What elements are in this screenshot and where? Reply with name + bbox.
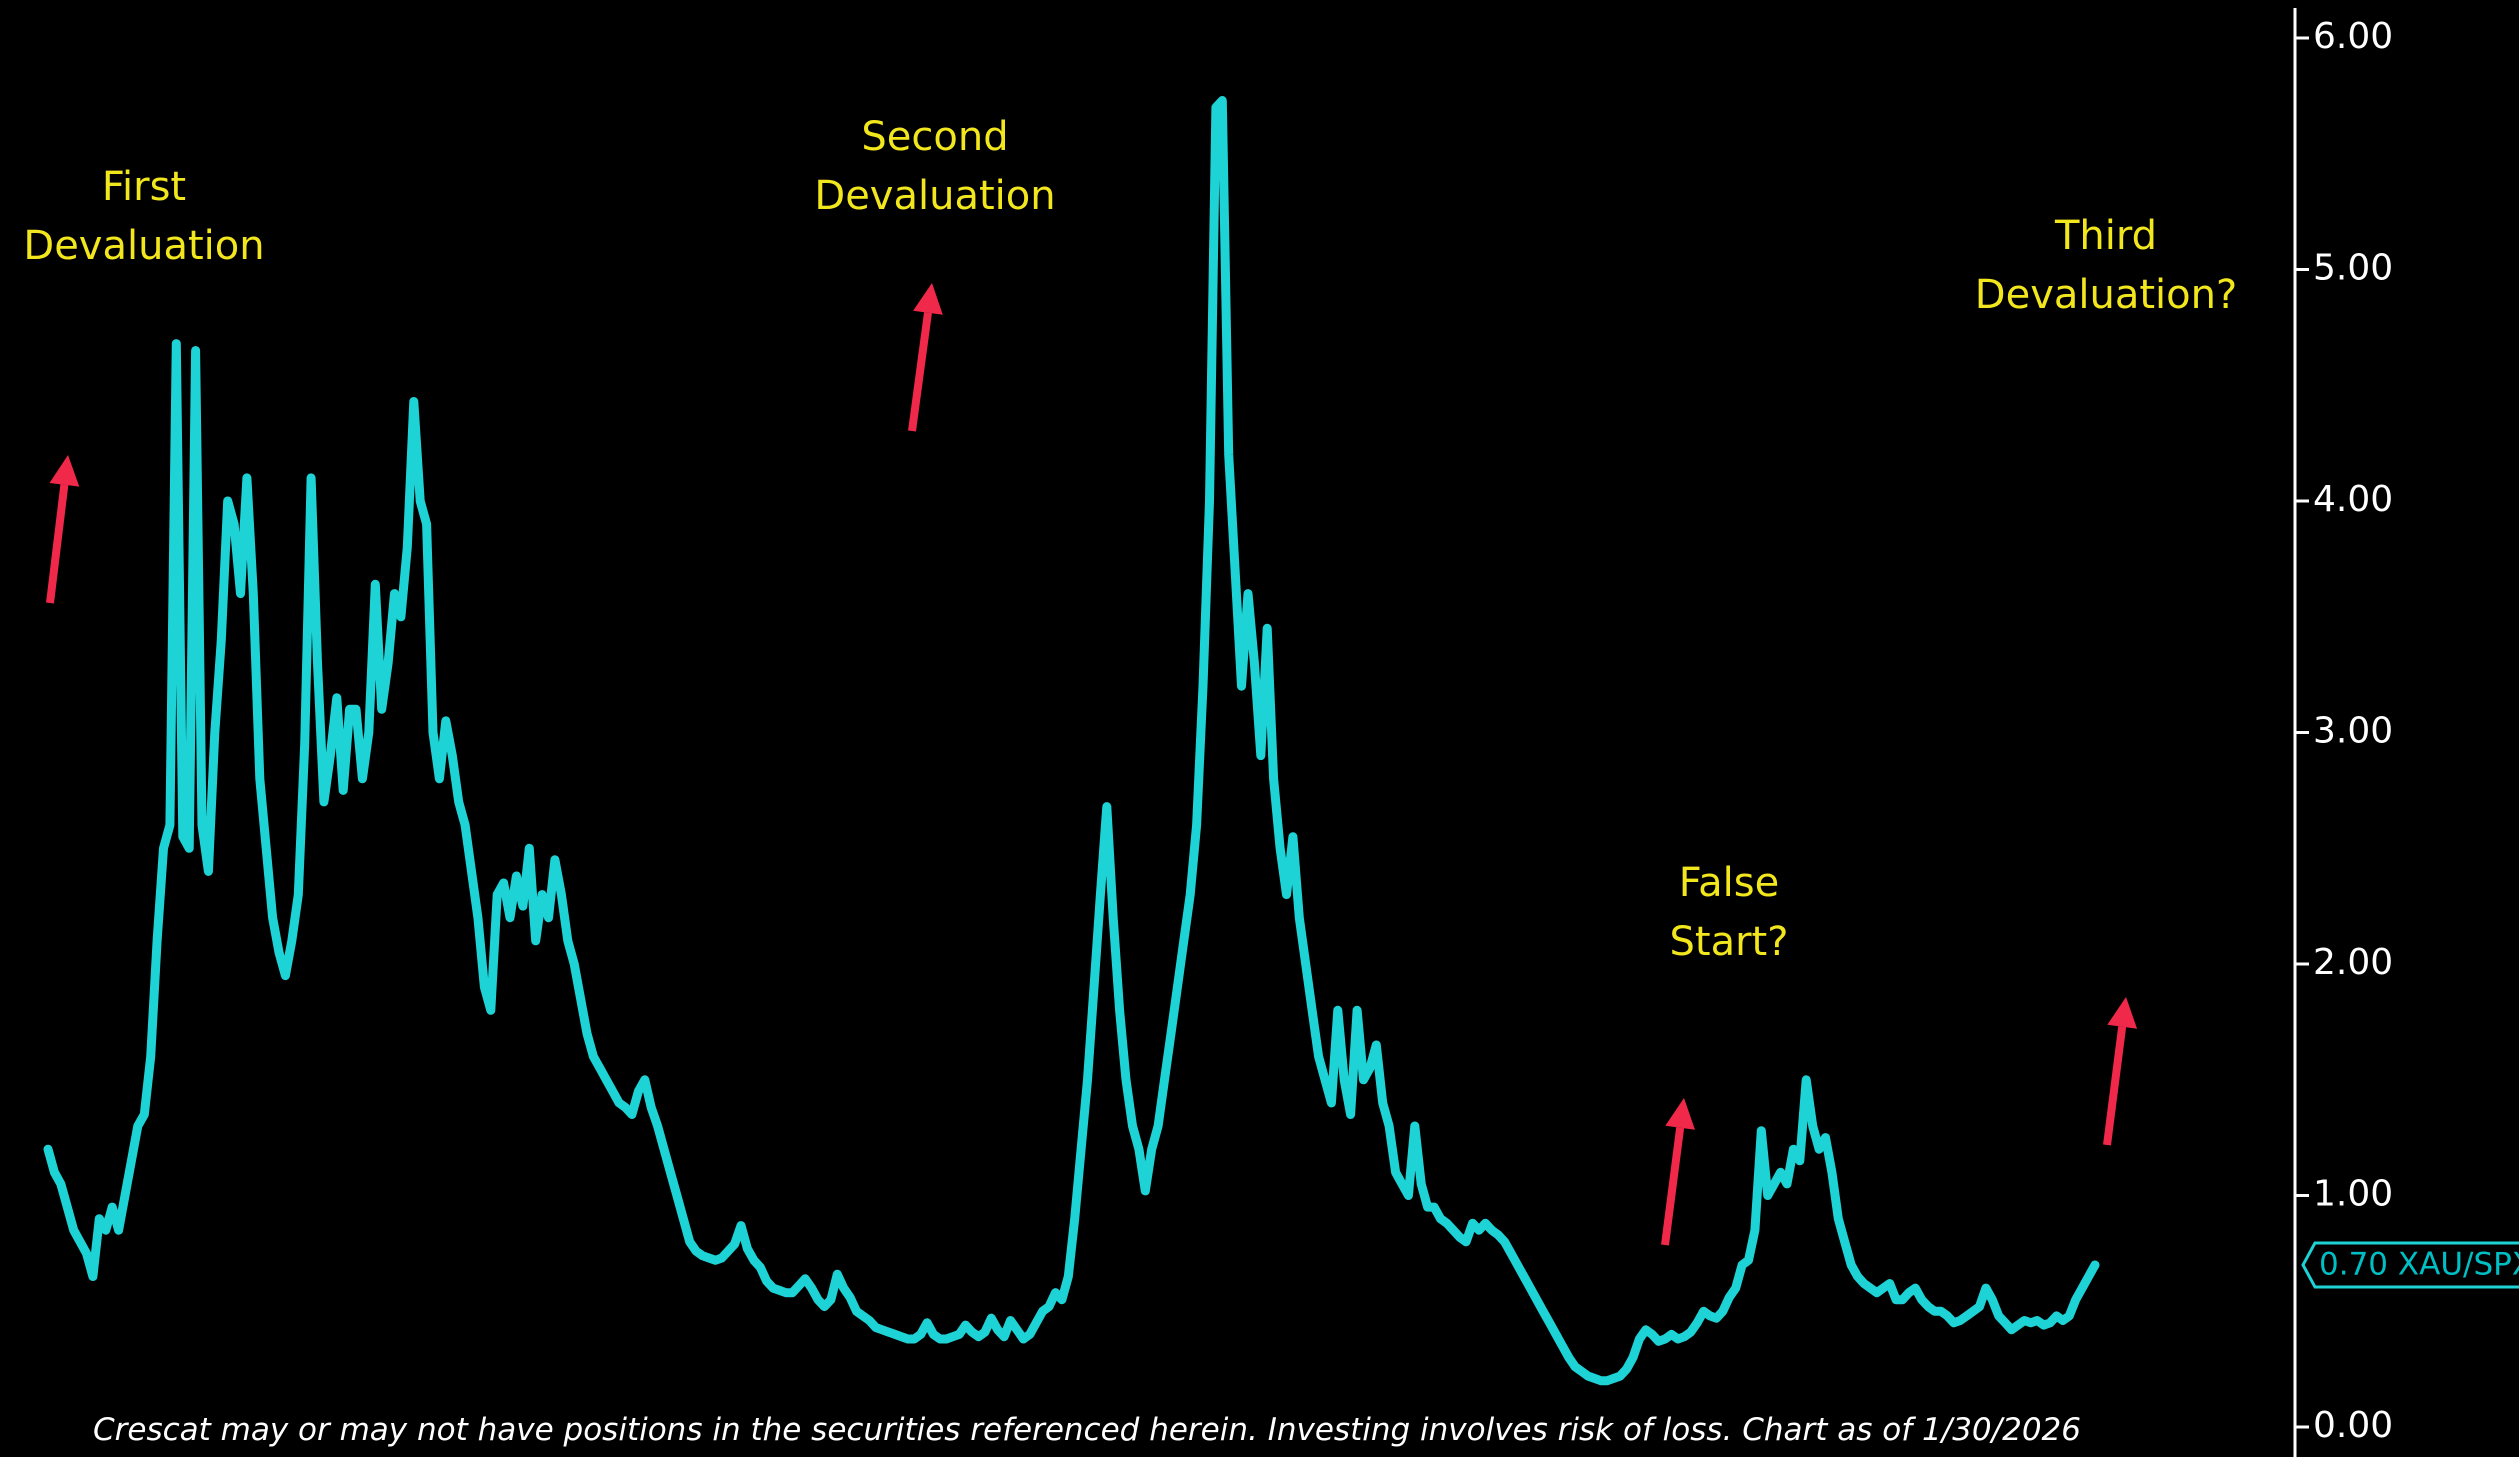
last-value-label: 0.70 XAU/SPX	[2319, 1246, 2519, 1282]
annotation-text: Start?	[1670, 919, 1789, 965]
y-tick-label: 1.00	[2313, 1174, 2393, 1215]
last-value-badge-box	[2301, 1241, 2519, 1289]
series-layer	[43, 96, 2100, 1386]
annotation-text: Devaluation?	[1975, 272, 2237, 318]
arrow-shaft	[908, 312, 932, 432]
y-tick-label: 3.00	[2313, 711, 2393, 752]
annotation-text: False	[1679, 860, 1779, 906]
arrow-head	[2107, 997, 2138, 1029]
y-tick-label: 4.00	[2313, 479, 2393, 520]
arrow-head	[49, 455, 80, 487]
y-tick-label: 6.00	[2313, 16, 2393, 57]
arrow-head	[1665, 1098, 1695, 1130]
y-axis: 6.00 5.00 4.00 3.00 2.00 1.00 0.00	[2293, 8, 2393, 1457]
last-value-badge: 0.70 XAU/SPX	[2301, 1241, 2519, 1289]
annotation-text: First	[102, 164, 186, 210]
y-tick-label: 5.00	[2313, 248, 2393, 289]
annotation-text: Devaluation	[814, 173, 1055, 219]
y-tick-label: 2.00	[2313, 942, 2393, 983]
series-line-xau-spx	[43, 96, 2100, 1386]
arrow-shaft	[1661, 1127, 1685, 1246]
arrow-up-icon	[1661, 1098, 1695, 1246]
footnote: Crescat may or may not have positions in…	[93, 1412, 2081, 1448]
arrow-up-icon	[46, 455, 80, 604]
annotation-text: Devaluation	[23, 223, 264, 269]
annotation-layer: First Devaluation Second Devaluation False St…	[23, 114, 2237, 965]
y-tick-label: 0.00	[2313, 1405, 2393, 1446]
arrow-up-icon	[2103, 997, 2138, 1146]
arrow-up-icon	[908, 283, 943, 432]
arrow-layer	[46, 283, 2138, 1246]
arrow-shaft	[46, 484, 69, 604]
annotation-text: Third	[2054, 213, 2157, 259]
arrow-shaft	[2103, 1026, 2127, 1146]
arrow-head	[913, 283, 943, 315]
annotation-text: Second	[861, 114, 1008, 160]
